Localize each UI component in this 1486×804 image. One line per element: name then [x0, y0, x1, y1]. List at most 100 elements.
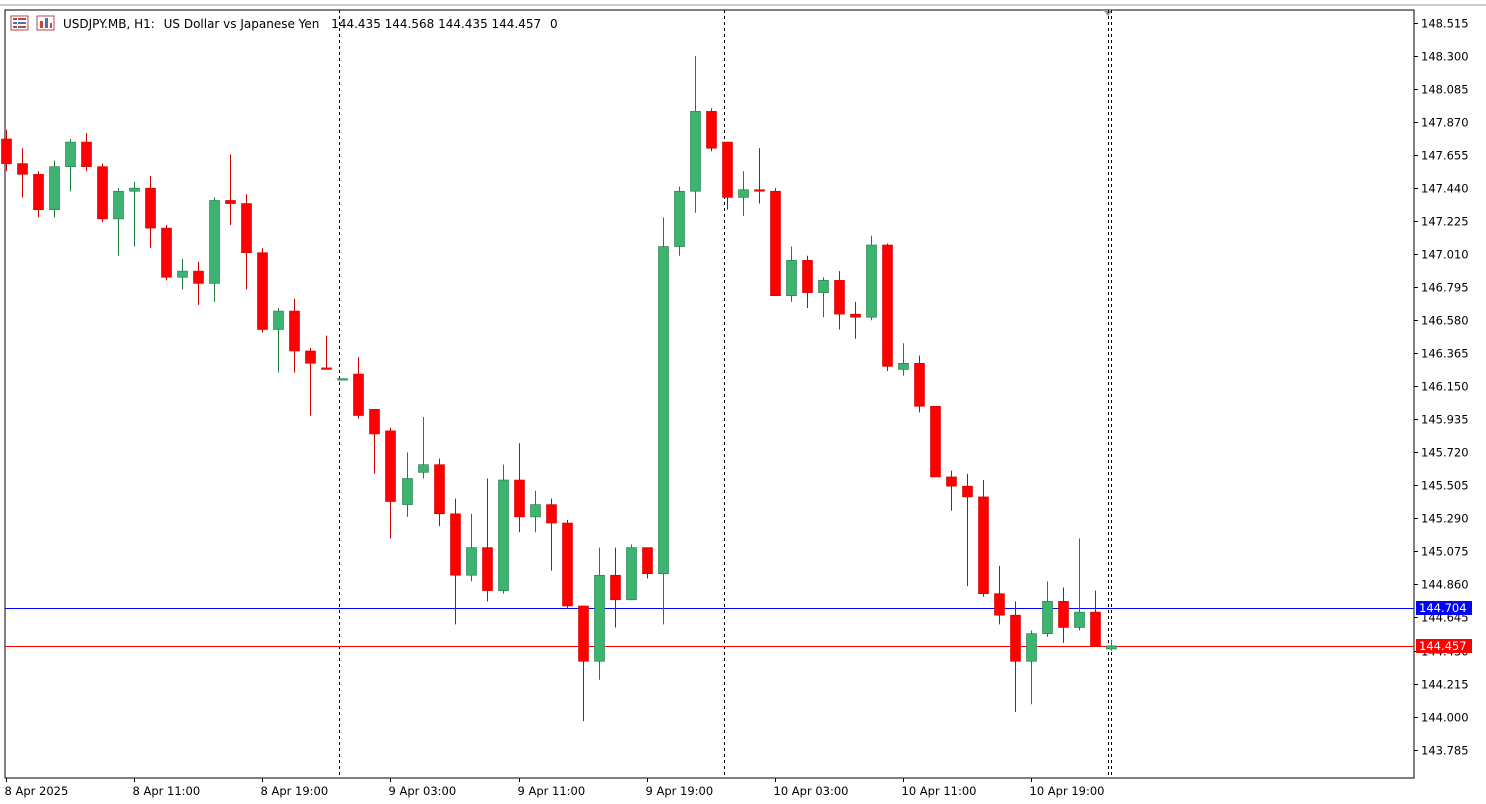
candle[interactable] [466, 513, 477, 582]
candle-body [97, 166, 108, 220]
candle[interactable] [978, 480, 989, 597]
candle[interactable] [321, 335, 332, 370]
candle[interactable] [914, 355, 925, 413]
candle[interactable] [482, 478, 493, 602]
candle[interactable] [273, 307, 284, 373]
candle-body [450, 513, 461, 576]
candle-body [1058, 601, 1069, 628]
candle[interactable] [770, 188, 781, 296]
candle-body [578, 605, 589, 662]
candle-body [754, 189, 765, 192]
candle[interactable] [1026, 630, 1037, 705]
candle[interactable] [546, 498, 557, 571]
candle[interactable] [81, 132, 92, 172]
candle[interactable] [1010, 601, 1021, 712]
x-tick-label: 10 Apr 19:00 [1030, 784, 1105, 798]
x-tick-label: 8 Apr 19:00 [261, 784, 329, 798]
candle[interactable] [241, 194, 252, 290]
svg-text:USDJPY.MB, H1: US Doll: USDJPY.MB, H1: US Dollar vs Japanese Yen… [63, 17, 558, 31]
candle[interactable] [17, 148, 28, 198]
candle[interactable] [754, 148, 765, 204]
chart-window-icon[interactable] [36, 15, 55, 31]
candle[interactable] [738, 171, 749, 216]
candle-body [241, 203, 252, 253]
candle[interactable] [626, 544, 637, 601]
candle[interactable] [209, 197, 220, 302]
candle[interactable] [498, 464, 509, 594]
candle[interactable] [33, 171, 44, 218]
time-axis[interactable]: 8 Apr 2025 8 Apr 11:00 8 Apr 19:00 9 Apr 03… [5, 778, 1105, 798]
candle-body [1090, 611, 1101, 647]
list-icon[interactable] [10, 15, 29, 31]
candle[interactable] [225, 154, 236, 226]
candle[interactable] [385, 427, 396, 539]
candle[interactable] [193, 261, 204, 305]
candle[interactable] [1, 129, 12, 172]
candle[interactable] [530, 490, 541, 533]
candle[interactable] [962, 473, 973, 586]
candle[interactable] [514, 443, 525, 533]
candle[interactable] [994, 566, 1005, 625]
candle[interactable] [113, 188, 124, 256]
candle[interactable] [674, 186, 685, 256]
chart-header: USDJPY.MB, H1: US Dollar vs Japanese Yen… [10, 15, 558, 31]
candle-body [690, 111, 701, 192]
candle[interactable] [658, 217, 669, 625]
candle[interactable] [706, 108, 717, 152]
candle[interactable] [145, 175, 156, 249]
candle[interactable] [882, 243, 893, 371]
candle[interactable] [1074, 538, 1085, 631]
candle[interactable] [578, 605, 589, 722]
candle[interactable] [610, 547, 621, 628]
candle-body [770, 190, 781, 296]
candle[interactable] [450, 498, 461, 625]
candle[interactable] [562, 519, 573, 610]
candle[interactable] [1106, 639, 1117, 651]
candle[interactable] [1058, 587, 1069, 643]
candle-body [353, 373, 364, 416]
candle[interactable] [305, 347, 316, 416]
candle[interactable] [802, 255, 813, 308]
y-tick-label: 147.225 [1421, 215, 1469, 229]
candle[interactable] [177, 258, 188, 290]
candle-body [369, 409, 380, 435]
candle[interactable] [866, 235, 877, 321]
candle-body [546, 504, 557, 524]
candle[interactable] [642, 547, 653, 579]
candle[interactable] [930, 405, 941, 478]
candle[interactable] [1042, 581, 1053, 637]
candle[interactable] [818, 277, 829, 318]
candle[interactable] [1090, 590, 1101, 647]
candle[interactable] [434, 458, 445, 527]
candle[interactable] [594, 547, 605, 680]
x-tick-label: 8 Apr 11:00 [133, 784, 201, 798]
candle[interactable] [898, 343, 909, 376]
candle[interactable] [369, 409, 380, 474]
candle[interactable] [97, 163, 108, 222]
candle[interactable] [946, 470, 957, 511]
candle[interactable] [257, 248, 268, 333]
candle[interactable] [49, 160, 60, 218]
candle[interactable] [834, 271, 845, 330]
candle[interactable] [850, 301, 861, 339]
candle[interactable] [722, 141, 733, 210]
candle[interactable] [418, 417, 429, 479]
candle[interactable] [65, 139, 76, 192]
candle[interactable] [402, 452, 413, 517]
price-axis[interactable]: 148.515 148.300 148.085 147.870 147.655 147.4… [1414, 17, 1469, 758]
candle-body [706, 111, 717, 149]
candle-body [129, 187, 140, 192]
y-tick-label: 148.515 [1421, 17, 1469, 31]
candle[interactable] [289, 298, 300, 373]
x-tick-label: 9 Apr 19:00 [646, 784, 714, 798]
candle[interactable] [353, 357, 364, 419]
candle[interactable] [786, 246, 797, 302]
candle[interactable] [129, 182, 140, 247]
y-tick-label: 145.720 [1421, 446, 1469, 460]
candle[interactable] [337, 378, 348, 381]
candle[interactable] [161, 225, 172, 281]
candle-body [113, 190, 124, 220]
candle[interactable] [690, 56, 701, 213]
